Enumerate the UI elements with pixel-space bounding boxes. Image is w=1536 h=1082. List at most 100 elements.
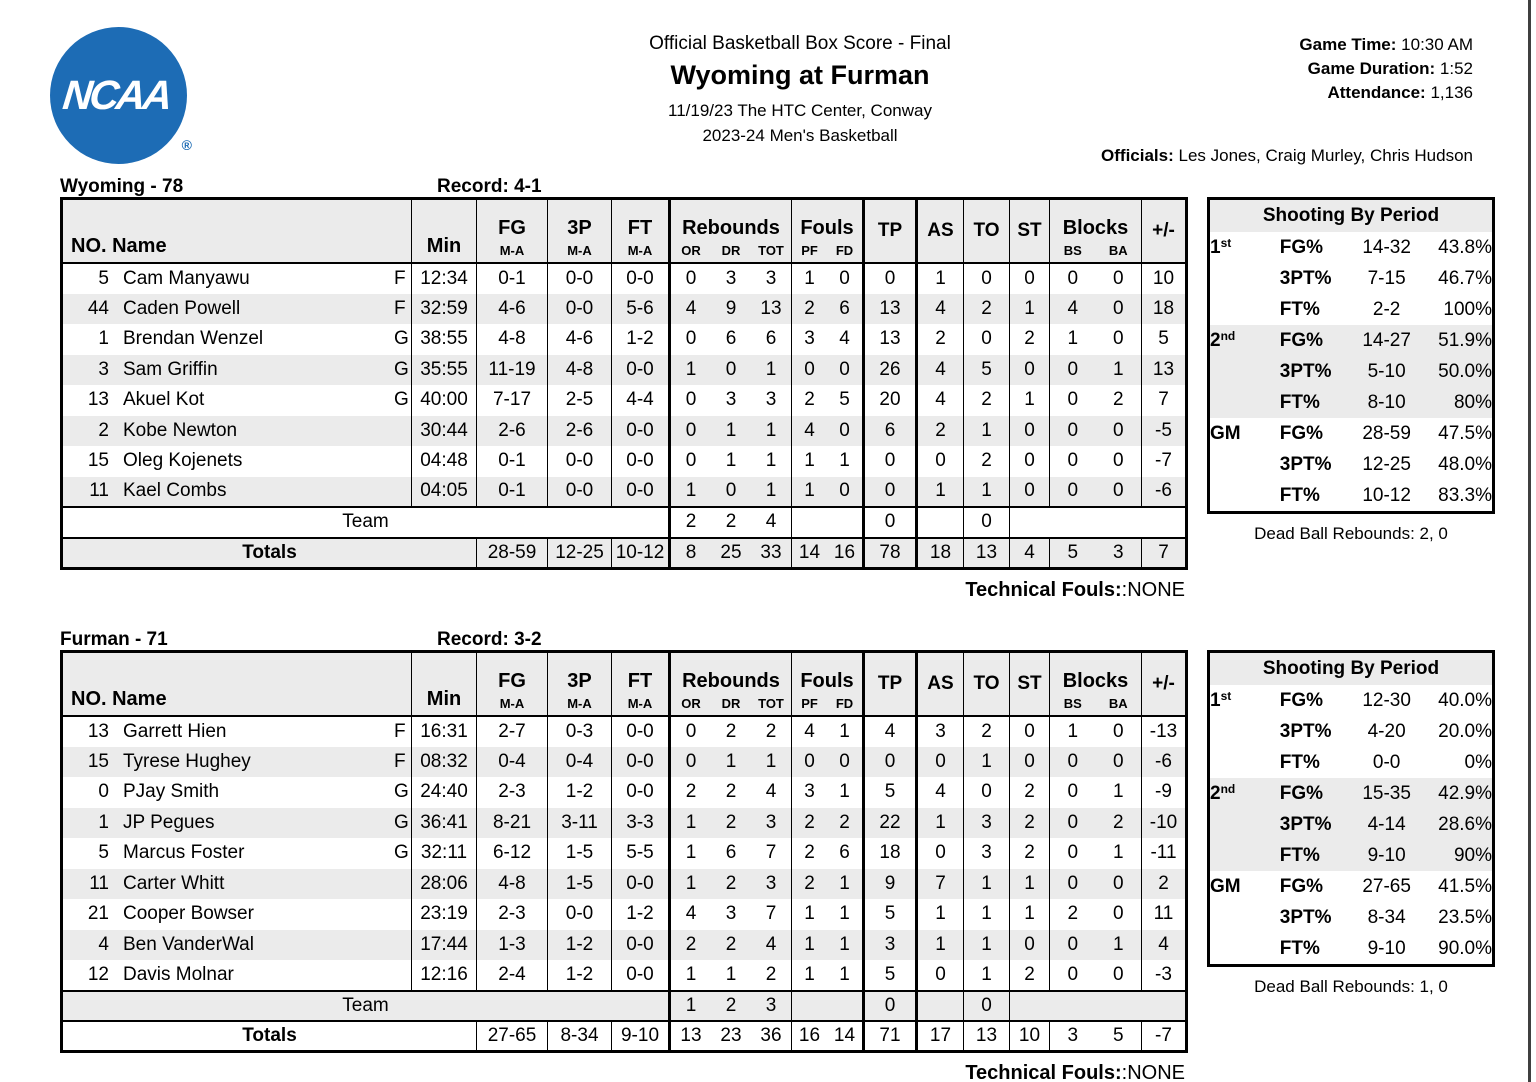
stat-tp: 20 [862, 385, 917, 416]
stat-ft: 5-5 [611, 838, 670, 869]
stat-plusminus: -10 [1141, 807, 1187, 838]
col-no-name: NO. Name [61, 198, 412, 264]
col-as: AS [915, 198, 964, 264]
stat-fg: 27-65 [476, 1020, 548, 1052]
stat-fouls-value: 16 [798, 1025, 821, 1046]
stat-rebounds-value: 33 [760, 541, 782, 563]
stat-blocks-value: 0 [1067, 781, 1079, 803]
col-blocks: Blocks BS BA [1049, 651, 1142, 717]
stat-st: 1 [1009, 899, 1050, 930]
player-name: PJay Smith [123, 781, 220, 803]
shooting-row: FT% 0-0 0% [1209, 747, 1494, 778]
stat-plusminus: 10 [1141, 263, 1187, 294]
stat-st: 0 [1009, 446, 1050, 477]
shooting-period [1209, 294, 1280, 325]
stat-fouls [791, 506, 864, 538]
stat-blocks-value: 0 [1067, 811, 1079, 833]
stat-rebounds: 2 2 4 [668, 506, 792, 538]
shooting-percentage: 42.9% [1438, 782, 1492, 804]
stat-fouls-value: 1 [839, 781, 850, 803]
col-tp: TP [862, 651, 917, 717]
col-rebounds: Rebounds OR DR TOT [668, 198, 792, 264]
stat-3p: 8-34 [547, 1020, 612, 1052]
stat-to: 1 [963, 899, 1010, 930]
stat-fg: 0-1 [476, 476, 548, 507]
col-tp: TP [862, 198, 917, 264]
stat-fg: 8-21 [476, 807, 548, 838]
stat-rebounds: 0 1 1 [668, 415, 792, 446]
shooting-made-attempted: 12-25 [1362, 453, 1411, 475]
stat-3p: 0-3 [547, 716, 612, 747]
stat-min: 35:55 [411, 354, 477, 385]
stat-rebounds-value: 1 [685, 842, 697, 864]
stat-tp: 3 [862, 929, 917, 960]
col-min: Min [411, 198, 477, 264]
player-name: Cam Manyawu [123, 267, 250, 289]
stat-rebounds: 1 2 3 [668, 989, 792, 1021]
stat-rebounds-value: 13 [760, 297, 782, 319]
stat-rebounds-value: 4 [765, 511, 777, 533]
league-line: 2023-24 Men's Basketball [702, 126, 898, 145]
shooting-made-attempted: 2-2 [1372, 298, 1401, 320]
stat-as: 4 [915, 293, 964, 324]
player-name-cell: 13 Garrett Hien F [62, 716, 412, 747]
player-position: G [394, 842, 409, 864]
stat-rebounds-value: 3 [765, 811, 777, 833]
stat-as: 0 [915, 960, 964, 991]
player-row: 44 Caden Powell F 32:59 4-6 0-0 5-6 4 9 13 2 6 13 4 2 1… [61, 293, 1187, 324]
section-furman: Furman - 71 Record: 3-2 NO. Name Min FG M… [60, 629, 1500, 1082]
player-name-cell: 15 Oleg Kojenets [62, 446, 412, 477]
stat-to: 0 [963, 777, 1010, 808]
stat-plusminus: -7 [1141, 446, 1187, 477]
stat-ft: 0-0 [611, 415, 670, 446]
stat-as: 4 [915, 354, 964, 385]
stat-ft: 0-0 [611, 746, 670, 777]
stat-as: 7 [915, 868, 964, 899]
stat-plusminus: 4 [1141, 929, 1187, 960]
shooting-made-attempted: 14-32 [1362, 236, 1411, 258]
shooting-stat-label: FG% [1279, 875, 1324, 897]
stat-blocks-value: 0 [1067, 267, 1079, 289]
stat-fouls-value: 2 [804, 872, 815, 894]
player-name: Davis Molnar [123, 963, 234, 985]
shooting-row: 3PT% 4-14 28.6% [1208, 809, 1494, 840]
period-suffix: nd [1220, 328, 1236, 343]
stat-rebounds: 1 6 7 [668, 838, 792, 869]
shooting-row: 3PT% 8-34 23.5% [1209, 902, 1494, 933]
player-position: F [394, 267, 406, 289]
stat-fg: 6-12 [476, 838, 548, 869]
blank-cell [1009, 989, 1187, 1021]
stat-fouls: 16 14 [791, 1020, 864, 1052]
player-name: JP Pegues [123, 811, 215, 833]
stat-ft: 1-2 [611, 899, 670, 930]
stat-rebounds: 0 3 3 [668, 385, 792, 416]
shooting-period: 1st [1209, 232, 1280, 263]
stat-rebounds-value: 2 [685, 511, 697, 533]
player-name-cell: 3 Sam Griffin G [62, 355, 412, 386]
stat-rebounds: 4 3 7 [668, 899, 792, 930]
stat-rebounds-value: 1 [765, 750, 777, 772]
shooting-stat-label: FG% [1279, 689, 1324, 711]
stat-rebounds-value: 1 [765, 450, 777, 472]
shooting-percentage: 23.5% [1438, 906, 1492, 928]
stat-to: 0 [963, 263, 1010, 294]
stat-rebounds-value: 1 [725, 419, 737, 441]
stat-ft: 4-4 [611, 385, 670, 416]
col-ft: FT M-A [611, 198, 670, 264]
stat-as: 4 [915, 385, 964, 416]
stat-blocks-value: 0 [1067, 419, 1079, 441]
player-name-cell: 15 Tyrese Hughey F [62, 747, 412, 778]
stat-3p: 3-11 [547, 807, 612, 838]
stat-fouls-value: 0 [839, 419, 850, 441]
stat-blocks-value: 0 [1067, 358, 1079, 380]
stat-st: 2 [1009, 777, 1050, 808]
stat-fouls-value: 1 [804, 933, 815, 955]
team-title-row: Furman - 71 Record: 3-2 [60, 629, 1500, 650]
stat-fouls-value: 1 [839, 963, 850, 985]
stat-as: 2 [915, 324, 964, 355]
team-body: NO. Name Min FG M-A 3P M-A FT M-A Rebounds O… [60, 650, 1500, 1053]
